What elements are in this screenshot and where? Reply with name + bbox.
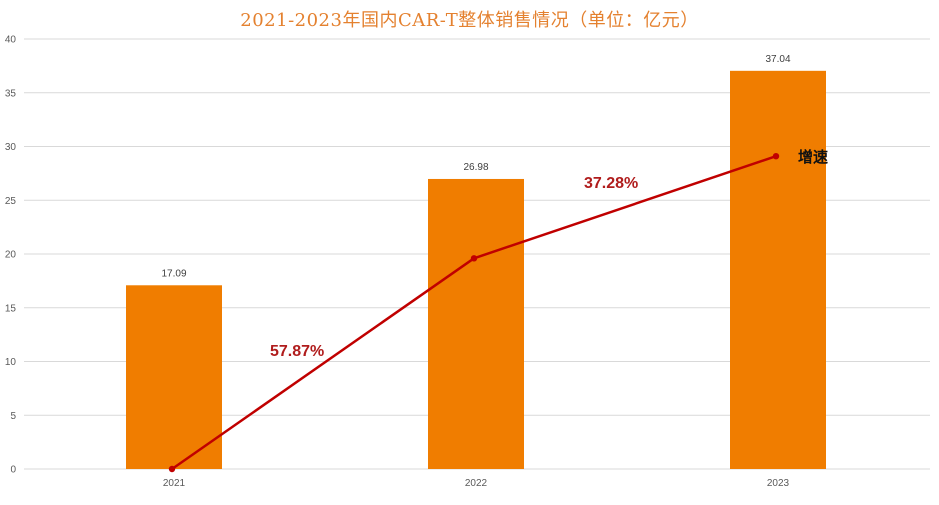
growth-point-2022: [470, 255, 478, 262]
x-tick-label: 2021: [163, 478, 186, 489]
bar-value-label: 37.04: [765, 54, 790, 65]
growth-line: [168, 152, 780, 473]
y-tick-label: 0: [10, 465, 16, 476]
y-tick-label: 20: [5, 250, 17, 261]
y-tick-label: 30: [5, 142, 17, 153]
bar-value-label: 26.98: [463, 162, 488, 173]
y-tick-label: 10: [5, 357, 17, 368]
bar-2022: [428, 178, 524, 469]
bar-value-label: 17.09: [161, 268, 186, 279]
bar-2021: [126, 285, 222, 469]
x-axis: 2021 2022 2023: [163, 478, 790, 489]
y-axis: 0 5 10 15 20 25 30 35 40: [5, 35, 17, 476]
y-tick-label: 5: [10, 411, 16, 422]
y-tick-label: 35: [5, 88, 17, 99]
growth-annotation-2022: 57.87%: [270, 343, 324, 360]
series-label-growth: 增速: [798, 148, 828, 166]
growth-point-2023: [772, 152, 780, 160]
bar-2023: [730, 70, 826, 469]
chart-title: 2021-2023年国内CAR-T整体销售情况（单位：亿元）: [240, 10, 699, 31]
y-tick-label: 40: [5, 35, 17, 46]
y-tick-label: 15: [5, 303, 17, 314]
growth-point-2021: [168, 465, 176, 473]
x-tick-label: 2022: [465, 478, 488, 489]
x-tick-label: 2023: [767, 478, 790, 489]
bars: 17.09 26.98 37.04: [126, 54, 826, 469]
growth-annotation-2023: 37.28%: [584, 175, 638, 192]
y-tick-label: 25: [5, 196, 17, 207]
